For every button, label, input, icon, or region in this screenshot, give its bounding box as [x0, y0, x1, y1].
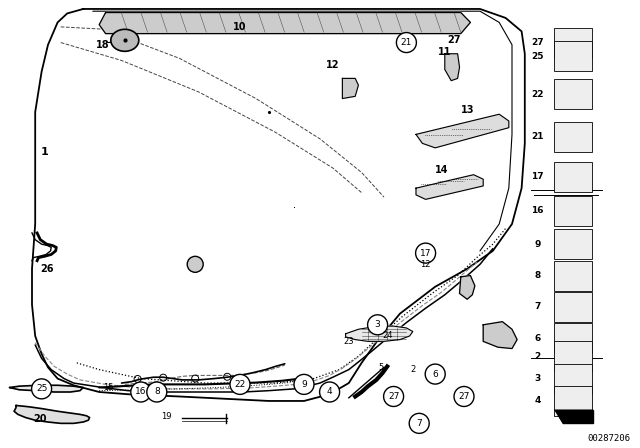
Circle shape: [147, 382, 167, 402]
Text: 16: 16: [531, 206, 544, 215]
Text: 6: 6: [534, 334, 541, 343]
Circle shape: [294, 375, 314, 394]
FancyBboxPatch shape: [554, 28, 592, 57]
Polygon shape: [483, 322, 517, 349]
Text: 4: 4: [534, 396, 541, 405]
Text: 27: 27: [458, 392, 470, 401]
Circle shape: [383, 387, 404, 406]
Text: 8: 8: [534, 271, 541, 280]
Text: 27: 27: [531, 38, 544, 47]
FancyBboxPatch shape: [554, 41, 592, 71]
Polygon shape: [460, 276, 475, 299]
Text: 24: 24: [382, 331, 392, 340]
Polygon shape: [445, 54, 460, 81]
FancyBboxPatch shape: [554, 79, 592, 109]
Text: 3: 3: [534, 374, 541, 383]
Text: 22: 22: [234, 380, 246, 389]
Text: 26: 26: [40, 264, 54, 274]
Text: 13: 13: [460, 105, 474, 115]
Text: 27: 27: [447, 35, 461, 45]
Polygon shape: [346, 326, 413, 341]
Text: 25: 25: [36, 384, 47, 393]
Text: 15: 15: [104, 383, 114, 392]
Text: 6: 6: [433, 370, 438, 379]
Text: 21: 21: [531, 132, 544, 141]
Polygon shape: [99, 13, 470, 34]
Circle shape: [319, 382, 340, 402]
Text: 5: 5: [378, 363, 383, 372]
Text: 00287206: 00287206: [588, 434, 630, 443]
Circle shape: [367, 315, 388, 335]
Text: 8: 8: [154, 388, 159, 396]
Circle shape: [230, 375, 250, 394]
FancyBboxPatch shape: [554, 323, 592, 353]
FancyBboxPatch shape: [554, 196, 592, 225]
Text: 2: 2: [534, 352, 541, 361]
Text: 4: 4: [327, 388, 332, 396]
Circle shape: [131, 382, 151, 402]
Text: 21: 21: [401, 38, 412, 47]
FancyBboxPatch shape: [554, 292, 592, 322]
Circle shape: [454, 387, 474, 406]
Text: 9: 9: [534, 240, 541, 249]
Ellipse shape: [111, 29, 139, 52]
Text: 19: 19: [161, 412, 172, 421]
Text: 17: 17: [420, 249, 431, 258]
Polygon shape: [416, 114, 509, 148]
Text: 10: 10: [233, 22, 247, 32]
Text: 3: 3: [375, 320, 380, 329]
Polygon shape: [416, 175, 483, 199]
FancyBboxPatch shape: [554, 364, 592, 393]
Circle shape: [396, 33, 417, 52]
Text: 11: 11: [438, 47, 452, 56]
Text: 2: 2: [410, 365, 415, 374]
Text: 7: 7: [534, 302, 541, 311]
Polygon shape: [555, 410, 593, 423]
Circle shape: [31, 379, 52, 399]
FancyBboxPatch shape: [554, 162, 592, 192]
Circle shape: [425, 364, 445, 384]
Circle shape: [415, 243, 436, 263]
Text: 25: 25: [531, 52, 544, 60]
Polygon shape: [10, 385, 83, 392]
Polygon shape: [342, 78, 358, 99]
Text: 22: 22: [531, 90, 544, 99]
Text: 23: 23: [344, 337, 354, 346]
Circle shape: [409, 414, 429, 433]
FancyBboxPatch shape: [554, 261, 592, 290]
Text: 27: 27: [388, 392, 399, 401]
Text: 20: 20: [33, 414, 47, 424]
Text: 16: 16: [135, 388, 147, 396]
Text: 17: 17: [531, 172, 544, 181]
Polygon shape: [14, 405, 90, 423]
FancyBboxPatch shape: [554, 386, 592, 416]
Text: 14: 14: [435, 165, 449, 175]
Text: 1: 1: [41, 147, 49, 157]
Text: 12: 12: [326, 60, 340, 70]
Circle shape: [187, 256, 204, 272]
Text: 18: 18: [95, 40, 109, 50]
FancyBboxPatch shape: [554, 122, 592, 151]
Text: 9: 9: [301, 380, 307, 389]
Text: 12: 12: [420, 260, 431, 269]
Text: 7: 7: [417, 419, 422, 428]
FancyBboxPatch shape: [554, 341, 592, 371]
FancyBboxPatch shape: [554, 229, 592, 259]
